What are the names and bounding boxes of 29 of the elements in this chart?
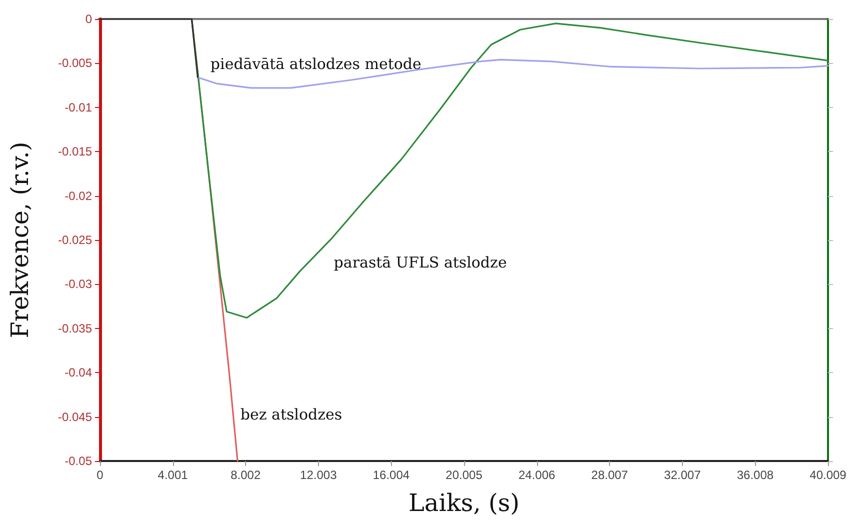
y-tick-label: -0.05	[64, 454, 92, 468]
annotation: parastā UFLS atslodze	[334, 253, 507, 272]
y-tick-label: -0.035	[58, 321, 92, 336]
y-tick-label: -0.005	[58, 56, 92, 70]
x-tick-label: 20.005	[446, 468, 483, 482]
line-series	[196, 58, 829, 89]
x-tick-label: 32.007	[664, 468, 702, 482]
annotation: piedāvātā atslodzes metode	[210, 55, 422, 74]
line-series	[190, 18, 829, 319]
y-tick-label: -0.025	[58, 233, 92, 247]
x-tick-label: 16.004	[372, 468, 410, 482]
x-tick-label: 8.002	[230, 468, 261, 482]
y-tick-label: 0	[85, 12, 92, 26]
y-tick-label: -0.03	[64, 277, 92, 292]
x-axis-title: Laiks, (s)	[408, 489, 520, 517]
x-tick-label: 36.008	[736, 468, 774, 482]
annotation: bez atslodzes	[240, 406, 342, 424]
y-tick-label: -0.01	[64, 100, 92, 114]
y-tick-label: -0.045	[58, 410, 92, 424]
y-axis-title: Frekvence, (r.v.)	[6, 142, 34, 338]
x-tick-label: 28.007	[591, 468, 628, 482]
x-tick-label: 4.001	[158, 468, 188, 482]
x-tick-label: 12.003	[300, 468, 338, 482]
y-tick-label: -0.015	[58, 144, 92, 159]
y-tick-label: -0.02	[64, 188, 92, 203]
x-tick-label: 24.006	[518, 468, 556, 482]
x-tick-label: 0	[96, 468, 104, 482]
y-tick-label: -0.04	[64, 366, 92, 380]
x-tick-label: 40.009	[810, 468, 847, 482]
